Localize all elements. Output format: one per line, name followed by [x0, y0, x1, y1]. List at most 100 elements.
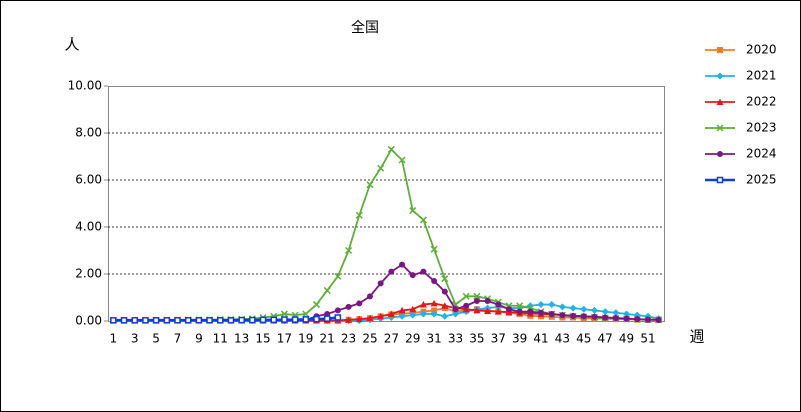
marker — [484, 298, 491, 305]
x-tick-label: 19 — [298, 332, 313, 346]
marker — [430, 299, 438, 307]
marker — [441, 275, 449, 283]
marker — [462, 305, 470, 313]
marker — [716, 176, 724, 184]
marker — [569, 304, 577, 312]
marker — [591, 306, 598, 314]
x-tick-label: 21 — [320, 332, 335, 346]
legend-label: 2024 — [746, 147, 777, 161]
x-tick-label: 51 — [640, 332, 655, 346]
x-tick-label: 33 — [448, 332, 463, 346]
marker — [227, 317, 235, 324]
marker — [387, 145, 395, 153]
plot-area — [108, 86, 665, 322]
x-tick-label: 9 — [195, 332, 203, 346]
marker — [441, 302, 449, 309]
marker — [131, 317, 138, 324]
marker — [409, 207, 417, 215]
marker — [655, 316, 662, 323]
marker — [591, 313, 598, 320]
marker — [623, 310, 631, 318]
marker — [538, 309, 545, 316]
marker — [345, 303, 352, 310]
x-tick-label: 11 — [213, 332, 228, 346]
marker — [462, 292, 470, 300]
y-tick-label: 2.00 — [75, 267, 102, 281]
marker — [280, 310, 288, 318]
marker — [366, 293, 373, 300]
marker — [717, 151, 723, 157]
marker — [366, 314, 374, 322]
legend-label: 2025 — [746, 173, 777, 187]
marker — [409, 311, 417, 319]
marker — [441, 312, 449, 320]
marker — [441, 288, 448, 295]
marker — [281, 316, 288, 323]
marker — [249, 316, 256, 324]
marker — [334, 314, 342, 321]
marker — [430, 245, 438, 253]
marker — [195, 317, 203, 324]
x-tick-label: 31 — [426, 332, 441, 346]
marker — [387, 310, 395, 317]
x-tick-label: 17 — [277, 332, 292, 346]
legend-label: 2022 — [746, 95, 777, 109]
x-axis-label: 週 — [689, 328, 704, 346]
marker — [377, 312, 385, 320]
legend-label: 2023 — [746, 121, 777, 135]
y-tick-label: 10.00 — [68, 79, 102, 93]
marker — [430, 310, 438, 318]
marker — [548, 310, 555, 317]
y-tick-label: 0.00 — [75, 314, 102, 328]
marker — [323, 315, 331, 322]
marker — [716, 98, 724, 105]
marker — [580, 313, 587, 320]
marker — [398, 306, 406, 314]
legend-label: 2021 — [746, 69, 777, 83]
marker — [217, 317, 224, 324]
x-tick-label: 43 — [555, 332, 570, 346]
marker — [398, 312, 406, 320]
marker — [355, 211, 363, 219]
marker — [206, 317, 213, 324]
marker — [527, 308, 534, 315]
marker — [580, 305, 588, 313]
marker — [473, 306, 481, 314]
marker — [398, 156, 406, 164]
marker — [623, 315, 630, 322]
marker — [494, 308, 502, 315]
x-tick-label: 25 — [362, 332, 377, 346]
x-tick-label: 47 — [598, 332, 613, 346]
marker — [558, 303, 566, 311]
x-tick-label: 3 — [131, 332, 139, 346]
marker — [184, 317, 192, 324]
marker — [634, 316, 641, 323]
marker — [419, 310, 427, 318]
marker — [302, 316, 310, 323]
x-tick-label: 41 — [533, 332, 548, 346]
x-tick-label: 13 — [234, 332, 249, 346]
marker — [174, 317, 181, 324]
x-tick-label: 7 — [174, 332, 182, 346]
x-tick-label: 49 — [619, 332, 634, 346]
x-tick-label: 29 — [405, 332, 420, 346]
marker — [612, 314, 619, 321]
marker — [570, 312, 577, 319]
marker — [537, 301, 545, 309]
marker — [409, 305, 417, 313]
marker — [484, 307, 492, 315]
marker — [473, 298, 480, 305]
x-tick-label: 1 — [110, 332, 118, 346]
chart-title: 全国 — [351, 19, 379, 36]
marker — [356, 300, 363, 307]
marker — [312, 301, 321, 309]
marker — [110, 317, 117, 324]
y-axis-label: 人 — [64, 36, 79, 54]
marker — [495, 301, 502, 308]
marker — [152, 317, 160, 324]
marker — [420, 268, 427, 275]
marker — [142, 317, 149, 324]
x-tick-label: 27 — [384, 332, 399, 346]
marker — [559, 312, 566, 319]
